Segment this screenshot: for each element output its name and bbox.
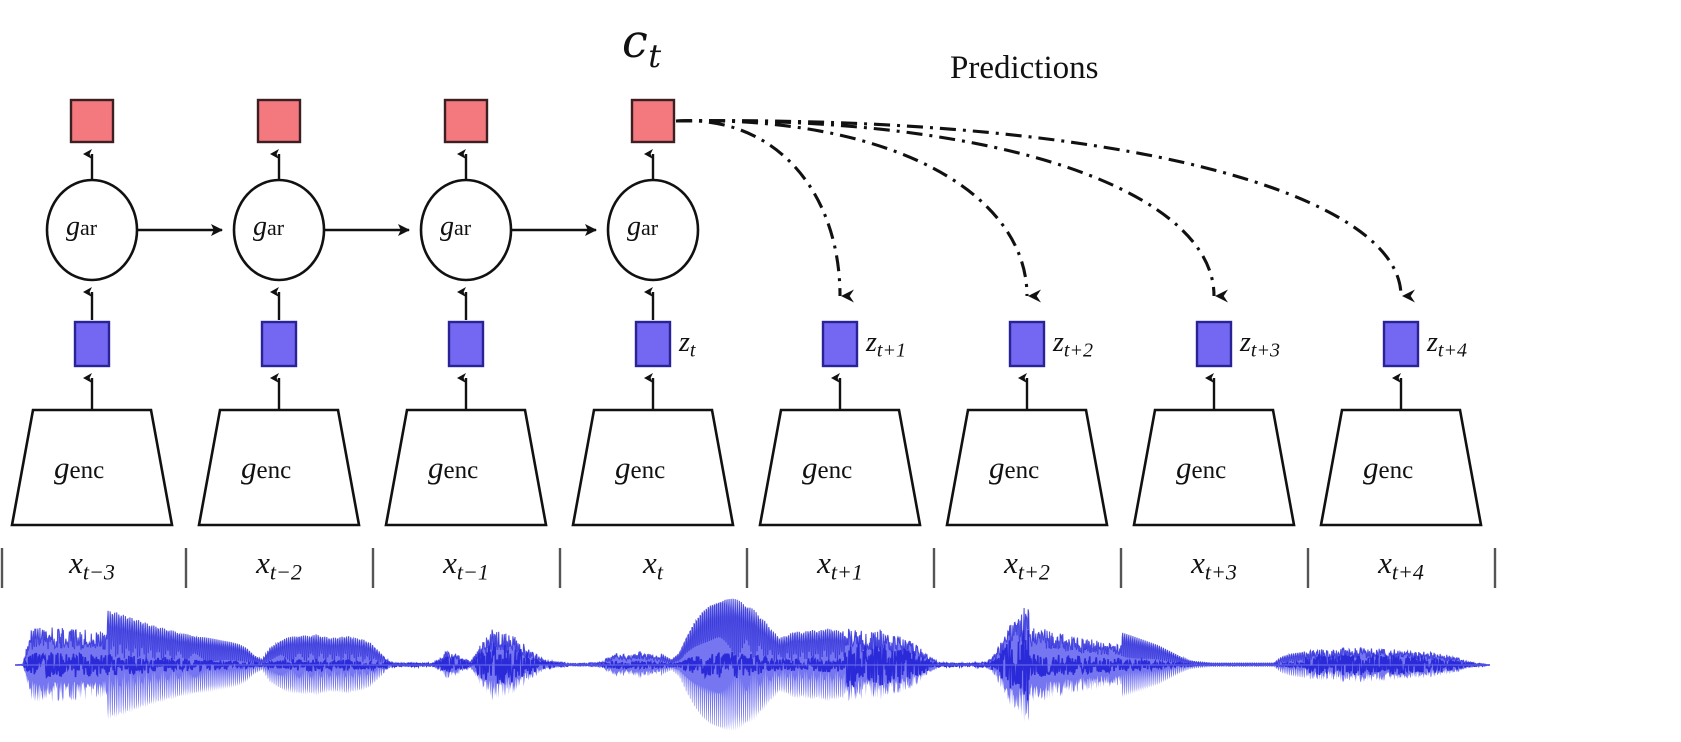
latent-square — [821, 320, 859, 368]
encoder-node-label: genc — [54, 450, 105, 485]
diagram-structure — [10, 98, 1483, 527]
encoder-node — [384, 408, 548, 527]
encoder-node — [1319, 408, 1483, 527]
latent-square — [260, 320, 298, 368]
context-square — [630, 98, 676, 144]
latent-square — [634, 320, 672, 368]
latent-label: zt+4 — [1427, 327, 1467, 362]
encoder-node-label: genc — [802, 450, 853, 485]
encoder-node — [571, 408, 735, 527]
input-segment-label: xt+4 — [1378, 545, 1424, 585]
encoder-node-label: genc — [241, 450, 292, 485]
input-segment-label: xt — [643, 545, 663, 585]
input-segment-label: xt−1 — [443, 545, 489, 585]
encoder-node-label: genc — [1363, 450, 1414, 485]
latent-square — [1008, 320, 1046, 368]
encoder-node — [1132, 408, 1296, 527]
autoregressive-node-label: gar — [440, 211, 472, 242]
input-segment-label: xt−3 — [69, 545, 115, 585]
segment-ticks — [0, 548, 1497, 588]
latent-label: zt — [679, 327, 696, 362]
encoder-node — [10, 408, 174, 527]
context-vector-label: ct — [622, 14, 662, 76]
autoregressive-node-label: gar — [627, 211, 659, 242]
context-square — [69, 98, 115, 144]
context-square — [443, 98, 489, 144]
input-segment-label: xt+1 — [817, 545, 863, 585]
autoregressive-node-label: gar — [253, 211, 285, 242]
autoregressive-node-label: gar — [66, 211, 98, 242]
latent-label: zt+2 — [1053, 327, 1093, 362]
encoder-node-label: genc — [615, 450, 666, 485]
input-segment-label: xt−2 — [256, 545, 302, 585]
prediction-arc — [675, 119, 1229, 303]
latent-square — [1382, 320, 1420, 368]
encoder-node-label: genc — [428, 450, 479, 485]
latent-square — [1195, 320, 1233, 368]
input-segment-label: xt+3 — [1191, 545, 1237, 585]
prediction-arc — [675, 119, 1416, 303]
predictions-label: Predictions — [950, 50, 1099, 86]
context-square — [256, 98, 302, 144]
input-segment-label: xt+2 — [1004, 545, 1050, 585]
latent-label: zt+3 — [1240, 327, 1280, 362]
encoder-node — [945, 408, 1109, 527]
prediction-arc — [675, 119, 855, 303]
encoder-node-label: genc — [1176, 450, 1227, 485]
latent-square — [447, 320, 485, 368]
latent-square — [73, 320, 111, 368]
encoder-node — [197, 408, 361, 527]
prediction-arc — [675, 119, 1042, 303]
audio-waveform — [14, 598, 1491, 732]
latent-label: zt+1 — [866, 327, 906, 362]
waveform-upper-edge — [14, 598, 1491, 667]
encoder-node — [758, 408, 922, 527]
encoder-node-label: genc — [989, 450, 1040, 485]
prediction-arcs — [675, 119, 1416, 303]
